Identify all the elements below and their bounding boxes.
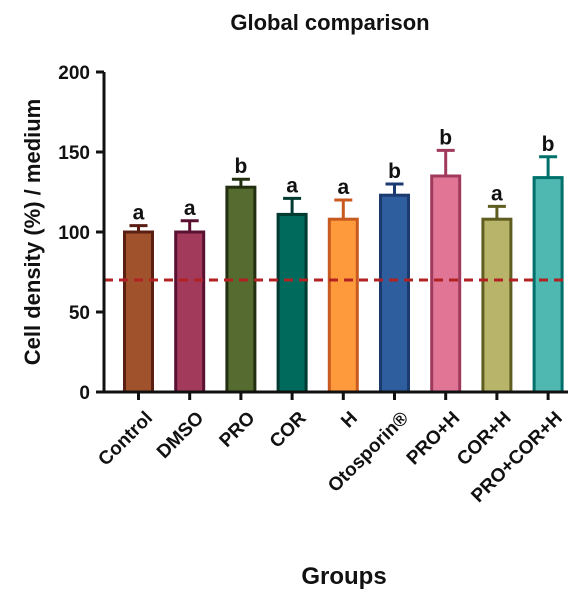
y-tick-label: 100 [58,223,90,244]
bar [430,174,462,394]
x-tick-label: H [337,408,362,433]
significance-label: b [388,160,401,183]
significance-label: a [286,174,298,197]
bar [379,193,410,394]
y-tick-label: 0 [79,383,90,404]
bar [481,217,513,394]
significance-label: b [439,126,452,149]
y-tick-label: 200 [58,63,90,84]
x-tick-label: Control [94,408,157,471]
significance-label: a [184,197,196,220]
significance-label: b [234,155,247,178]
x-tick-label: DMSO [153,408,208,463]
y-axis-label: Cell density (%) / medium [20,99,45,366]
chart-title: Global comparison [230,10,429,35]
bar [532,176,564,394]
x-tick-label: PRO+COR+H [467,408,566,507]
y-tick-label: 150 [58,143,90,164]
significance-label: b [542,133,555,156]
significance-label: a [491,182,503,205]
significance-label: a [133,202,145,225]
x-tick-label: Otosporin® [324,408,413,497]
x-tick-label: COR [266,408,311,453]
y-tick-label: 50 [69,303,90,324]
bar [276,212,308,394]
bar [174,230,206,394]
bar [123,230,154,394]
bar [327,217,359,394]
bar [225,185,257,394]
x-tick-label: PRO+H [403,408,465,470]
significance-label: a [337,176,349,199]
x-tick-label: PRO [216,408,260,452]
x-axis-label: Groups [301,563,386,590]
